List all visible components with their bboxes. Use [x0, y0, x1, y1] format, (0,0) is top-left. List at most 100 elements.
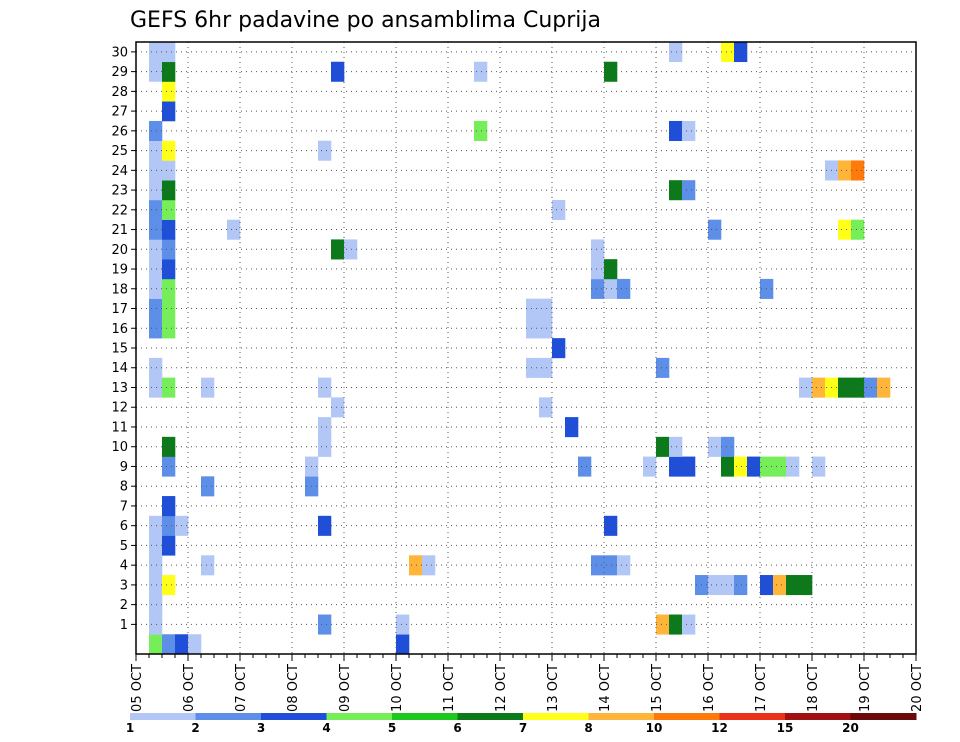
- x-tick-label: 13 OCT: [546, 664, 561, 712]
- cell: [149, 357, 163, 378]
- y-tick-label: 24: [111, 164, 128, 179]
- cell: [851, 377, 865, 398]
- legend-label: 20: [842, 721, 859, 735]
- cell: [318, 417, 332, 438]
- cell: [708, 575, 722, 596]
- cell: [656, 357, 670, 378]
- legend-label: 4: [322, 721, 330, 735]
- y-axis: 1234567891011121314151617181920212223242…: [111, 45, 136, 633]
- cell: [318, 614, 332, 635]
- legend-label: 7: [519, 721, 527, 735]
- y-tick-label: 28: [111, 85, 128, 100]
- legend-swatch: [457, 713, 524, 720]
- cell: [682, 120, 696, 142]
- cell: [838, 377, 852, 398]
- x-tick-label: 07 OCT: [234, 664, 249, 712]
- cell: [149, 535, 163, 556]
- legend-swatch: [719, 713, 786, 720]
- cell: [812, 377, 826, 398]
- cell: [149, 199, 163, 220]
- cell: [734, 575, 748, 596]
- cell: [747, 456, 761, 477]
- cell: [149, 575, 163, 596]
- legend-swatch: [785, 713, 851, 720]
- cell: [149, 120, 163, 142]
- cell: [799, 575, 813, 596]
- cell: [552, 338, 566, 359]
- x-tick-label: 11 OCT: [442, 664, 457, 712]
- cell: [188, 634, 202, 655]
- cell: [591, 239, 605, 260]
- cell: [162, 199, 176, 220]
- x-tick-label: 14 OCT: [598, 664, 613, 712]
- cell: [396, 614, 410, 635]
- y-tick-label: 30: [111, 45, 128, 60]
- y-tick-label: 2: [120, 598, 128, 613]
- y-tick-label: 29: [111, 65, 128, 80]
- cell: [149, 42, 163, 63]
- y-tick-label: 14: [111, 361, 128, 376]
- cell: [344, 239, 358, 260]
- cell: [149, 278, 163, 299]
- cell: [773, 456, 787, 477]
- y-tick-label: 6: [120, 519, 128, 534]
- cell: [708, 436, 722, 457]
- cell: [669, 180, 683, 201]
- x-tick-label: 12 OCT: [494, 664, 509, 712]
- y-tick-label: 21: [111, 223, 128, 238]
- cell: [877, 377, 891, 398]
- cell: [162, 377, 176, 398]
- color-legend: 1 2 3 4 5 6 7 8 10 12 15 20: [126, 713, 917, 735]
- legend-label: 6: [453, 721, 461, 735]
- cell: [331, 61, 345, 82]
- cell: [162, 515, 176, 536]
- cell: [318, 377, 332, 398]
- cell: [539, 298, 553, 319]
- y-tick-label: 1: [120, 618, 128, 633]
- cell: [552, 199, 566, 220]
- legend-swatch: [392, 713, 458, 720]
- cell: [162, 180, 176, 201]
- y-tick-label: 19: [111, 263, 128, 278]
- cell: [149, 594, 163, 615]
- cell: [604, 259, 618, 280]
- heatmap-cells: [149, 42, 891, 655]
- legend-swatch: [588, 713, 655, 720]
- cell: [617, 278, 631, 299]
- y-tick-label: 20: [111, 243, 128, 258]
- cell: [721, 456, 735, 477]
- cell: [149, 634, 163, 655]
- y-tick-label: 4: [120, 559, 128, 574]
- cell: [526, 357, 540, 378]
- cell: [656, 436, 670, 457]
- cell: [149, 377, 163, 398]
- cell: [162, 634, 176, 655]
- cell: [201, 555, 215, 576]
- cell: [721, 42, 735, 63]
- cell: [162, 140, 176, 161]
- cell: [318, 436, 332, 457]
- y-tick-label: 17: [111, 302, 128, 317]
- cell: [162, 160, 176, 181]
- cell: [539, 357, 553, 378]
- cell: [162, 318, 176, 339]
- cell: [227, 219, 241, 240]
- cell: [643, 456, 657, 477]
- y-tick-label: 10: [111, 440, 128, 455]
- cell: [162, 81, 176, 102]
- cell: [526, 298, 540, 319]
- y-tick-label: 13: [111, 381, 128, 396]
- legend-swatch: [195, 713, 262, 720]
- cell: [682, 180, 696, 201]
- cell: [162, 535, 176, 556]
- x-tick-label: 18 OCT: [806, 664, 821, 712]
- cell: [591, 278, 605, 299]
- x-tick-label: 08 OCT: [286, 664, 301, 712]
- y-tick-label: 25: [111, 144, 128, 159]
- cell: [721, 436, 735, 457]
- cell: [721, 575, 735, 596]
- cell: [318, 140, 332, 161]
- cell: [149, 614, 163, 635]
- y-tick-label: 18: [111, 282, 128, 297]
